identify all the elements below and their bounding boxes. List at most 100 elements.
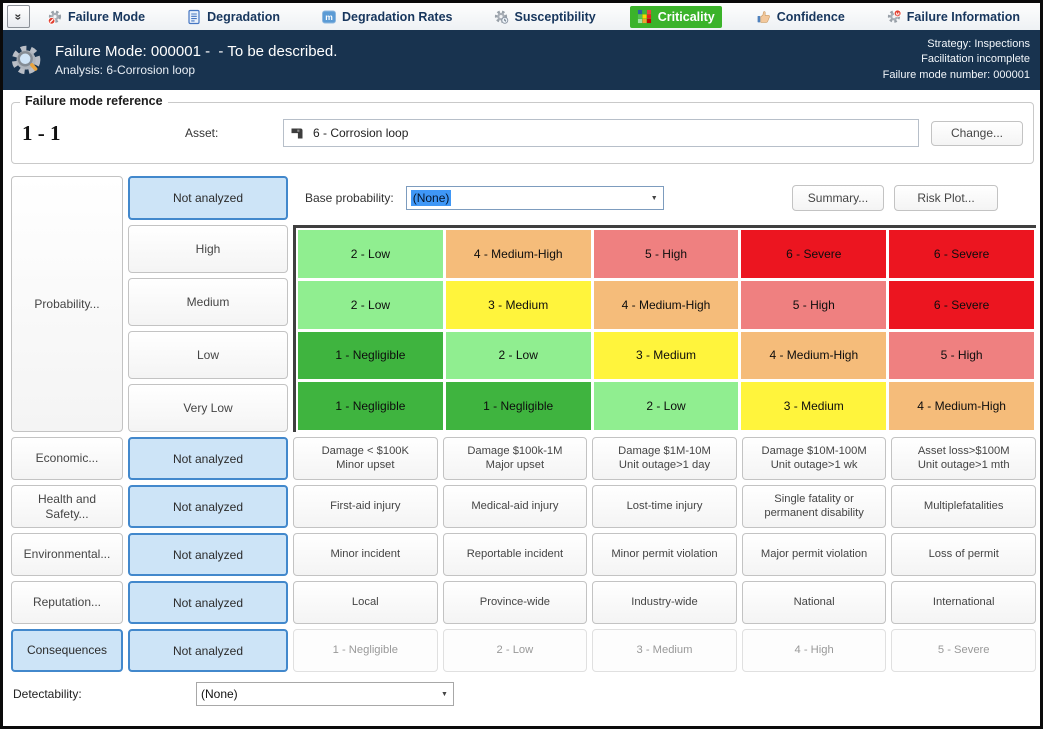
status-button-environmental[interactable]: Not analyzed	[128, 533, 288, 576]
facilitation-text: Facilitation incomplete	[921, 53, 1030, 66]
detectability-dropdown[interactable]: (None) ▼	[196, 682, 454, 706]
base-probability-dropdown[interactable]: (None) ▼	[405, 186, 664, 210]
severity-option-province-wide[interactable]: Province-wide	[442, 581, 588, 624]
detectability-label: Detectability:	[13, 687, 82, 701]
analysis-subtitle: Analysis: 6-Corrosion loop	[55, 63, 196, 77]
tab-label: Susceptibility	[514, 9, 596, 24]
probability-level-medium[interactable]: Medium	[128, 278, 288, 326]
risk-cell-6-severe: 6 - Severe	[889, 230, 1034, 278]
severity-option-first-aid-injury[interactable]: First-aid injury	[293, 485, 438, 528]
group-title: Failure mode reference	[20, 94, 168, 108]
detectability-value: (None)	[201, 687, 238, 701]
risk-cell-3-medium: 3 - Medium	[741, 382, 887, 430]
risk-cell-2-low: 2 - Low	[298, 230, 443, 278]
severity-option-damage-100k-1m[interactable]: Damage $100k-1M Major upset	[442, 437, 588, 480]
pipe-elbow-icon	[291, 126, 306, 140]
consequence-rows: Economic... Not analyzed Damage < $100K Mi…	[11, 437, 1036, 672]
severity-option-damage-100k[interactable]: Damage < $100K Minor upset	[293, 437, 438, 480]
base-probability-value: (None)	[410, 190, 452, 206]
risk-cell-6-severe: 6 - Severe	[741, 230, 887, 278]
probability-level-high[interactable]: High	[128, 225, 288, 273]
strategy-text: Strategy: Inspections	[927, 37, 1030, 50]
severity-option-reportable-incident[interactable]: Reportable incident	[442, 533, 588, 576]
category-button-environmental[interactable]: Environmental...	[11, 533, 123, 576]
risk-cell-1-negligible: 1 - Negligible	[445, 382, 591, 430]
detectability-row: Detectability: (None) ▼	[11, 681, 1036, 707]
tab-criticality[interactable]: Criticality	[629, 5, 722, 28]
severity-option-medical-aid-injury[interactable]: Medical-aid injury	[442, 485, 588, 528]
base-probability-bar: Base probability: (None) ▼ Summary... Ri…	[293, 176, 1036, 220]
tab-degradation-rates[interactable]: m Degradation Rates	[314, 6, 459, 28]
tab-label: Failure Mode	[68, 9, 146, 24]
failure-information-gear-alert-icon: M	[886, 9, 902, 25]
status-button-reputation[interactable]: Not analyzed	[128, 581, 288, 624]
severity-option-national[interactable]: National	[741, 581, 887, 624]
risk-cell-1-negligible: 1 - Negligible	[298, 331, 443, 380]
tab-confidence[interactable]: Confidence	[749, 6, 852, 28]
tab-failure-mode[interactable]: Failure Mode	[40, 6, 152, 28]
risk-cell-2-low: 2 - Low	[445, 331, 591, 380]
severity-option-damage-10m-100m[interactable]: Damage $10M-100M Unit outage>1 wk	[741, 437, 887, 480]
probability-not-analyzed-button[interactable]: Not analyzed	[128, 176, 288, 220]
risk-cell-5-high: 5 - High	[741, 280, 887, 329]
double-chevron-icon: »	[11, 13, 26, 20]
severity-option-industry-wide[interactable]: Industry-wide	[592, 581, 737, 624]
severity-option-minor-permit-violation[interactable]: Minor permit violation	[592, 533, 737, 576]
severity-option-single-fatality-or[interactable]: Single fatality or permanent disability	[741, 485, 887, 528]
risk-cell-4-medium-high: 4 - Medium-High	[741, 331, 887, 380]
category-button-health-and-safety[interactable]: Health and Safety...	[11, 485, 123, 528]
change-asset-button[interactable]: Change...	[931, 120, 1023, 146]
dropdown-arrow-icon: ▼	[441, 690, 448, 698]
status-button-health-and-safety[interactable]: Not analyzed	[128, 485, 288, 528]
severity-option-major-permit-violation[interactable]: Major permit violation	[741, 533, 887, 576]
severity-option-damage-1m-10m[interactable]: Damage $1M-10M Unit outage>1 day	[592, 437, 737, 480]
risk-cell-6-severe: 6 - Severe	[889, 280, 1034, 329]
failure-mode-title: Failure Mode: 000001 - - To be described…	[55, 43, 338, 60]
severity-option-4-high: 4 - High	[741, 629, 887, 672]
asset-value: 6 - Corrosion loop	[313, 126, 409, 140]
tab-degradation[interactable]: Degradation	[179, 6, 287, 28]
severity-option-loss-of-permit[interactable]: Loss of permit	[891, 533, 1036, 576]
category-button-consequences[interactable]: Consequences	[11, 629, 123, 672]
risk-cell-4-medium-high: 4 - Medium-High	[445, 230, 591, 278]
severity-option-1-negligible: 1 - Negligible	[293, 629, 438, 672]
summary-button[interactable]: Summary...	[792, 185, 884, 211]
risk-cell-4-medium-high: 4 - Medium-High	[593, 280, 739, 329]
category-button-reputation[interactable]: Reputation...	[11, 581, 123, 624]
probability-level-very-low[interactable]: Very Low	[128, 384, 288, 432]
tab-bar: » Failure Mode Degradation m Degradation Ra…	[3, 3, 1040, 30]
risk-matrix-grid: 2 - Low 4 - Medium-High 5 - High 6 - Severe…	[298, 230, 1034, 430]
severity-option-multiplefatalities[interactable]: Multiplefatalities	[891, 485, 1036, 528]
svg-text:m: m	[325, 12, 333, 22]
criticality-risk-matrix-icon	[637, 9, 653, 25]
risk-plot-button[interactable]: Risk Plot...	[894, 185, 998, 211]
severity-option-asset-loss-100m[interactable]: Asset loss>$100M Unit outage>1 mth	[891, 437, 1036, 480]
probability-button[interactable]: Probability...	[11, 176, 123, 432]
severity-option-lost-time-injury[interactable]: Lost-time injury	[592, 485, 737, 528]
confidence-thumb-up-icon	[756, 9, 772, 25]
degradation-document-icon	[186, 9, 202, 25]
collapse-toolbar-button[interactable]: »	[7, 5, 30, 28]
probability-level-low[interactable]: Low	[128, 331, 288, 379]
tab-label: Confidence	[776, 9, 845, 24]
severity-option-minor-incident[interactable]: Minor incident	[293, 533, 438, 576]
consequence-row-health-and-safety: Health and Safety... Not analyzed First-ai…	[11, 485, 1036, 528]
tab-label: Failure Information	[906, 9, 1020, 24]
failure-mode-reference-group: Failure mode reference 1 - 1 Asset: 6 - …	[11, 94, 1034, 164]
severity-option-5-severe: 5 - Severe	[891, 629, 1036, 672]
tab-bar-tabs: Failure Mode Degradation m Degradation Rate…	[40, 5, 1034, 28]
risk-cell-5-high: 5 - High	[593, 230, 739, 278]
risk-cell-4-medium-high: 4 - Medium-High	[889, 382, 1034, 430]
status-button-consequences[interactable]: Not analyzed	[128, 629, 288, 672]
severity-option-local[interactable]: Local	[293, 581, 438, 624]
tab-susceptibility[interactable]: Susceptibility	[486, 6, 602, 28]
severity-option-international[interactable]: International	[891, 581, 1036, 624]
tab-label: Degradation Rates	[342, 9, 453, 24]
asset-field[interactable]: 6 - Corrosion loop	[283, 119, 919, 147]
tab-failure-information[interactable]: M Failure Information	[879, 6, 1027, 28]
category-button-economic[interactable]: Economic...	[11, 437, 123, 480]
consequence-row-environmental: Environmental... Not analyzed Minor incide…	[11, 533, 1036, 576]
status-button-economic[interactable]: Not analyzed	[128, 437, 288, 480]
header-status-block: Strategy: Inspections Facilitation incom…	[883, 37, 1030, 83]
